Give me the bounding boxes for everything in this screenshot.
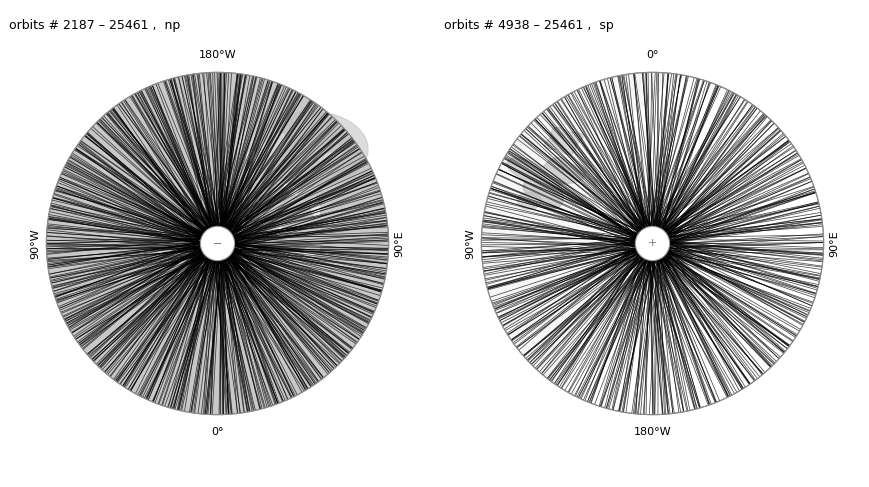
Text: −: − xyxy=(213,239,222,248)
Circle shape xyxy=(481,73,823,414)
Ellipse shape xyxy=(283,182,298,195)
Text: 90°E: 90°E xyxy=(829,230,839,257)
Text: 90°W: 90°W xyxy=(465,228,474,259)
Text: 180°W: 180°W xyxy=(633,427,671,437)
Text: 0°: 0° xyxy=(211,427,223,437)
Text: 90°W: 90°W xyxy=(30,228,40,259)
Ellipse shape xyxy=(266,132,285,156)
Circle shape xyxy=(200,226,235,261)
Ellipse shape xyxy=(256,139,269,152)
Text: orbits # 4938 – 25461 ,  sp: orbits # 4938 – 25461 , sp xyxy=(443,19,613,32)
Text: 180°W: 180°W xyxy=(198,50,236,60)
Ellipse shape xyxy=(316,151,341,161)
Polygon shape xyxy=(507,157,585,208)
Ellipse shape xyxy=(310,197,320,218)
Text: 0°: 0° xyxy=(646,50,658,60)
Polygon shape xyxy=(517,192,541,209)
Ellipse shape xyxy=(276,227,286,237)
Polygon shape xyxy=(543,127,582,154)
Text: 90°E: 90°E xyxy=(395,230,404,257)
Ellipse shape xyxy=(303,244,320,257)
Text: orbits # 2187 – 25461 ,  np: orbits # 2187 – 25461 , np xyxy=(9,19,180,32)
Polygon shape xyxy=(481,73,679,382)
Text: +: + xyxy=(647,239,656,248)
Circle shape xyxy=(634,226,669,261)
Polygon shape xyxy=(255,112,368,187)
Circle shape xyxy=(46,73,388,414)
Ellipse shape xyxy=(247,150,257,161)
